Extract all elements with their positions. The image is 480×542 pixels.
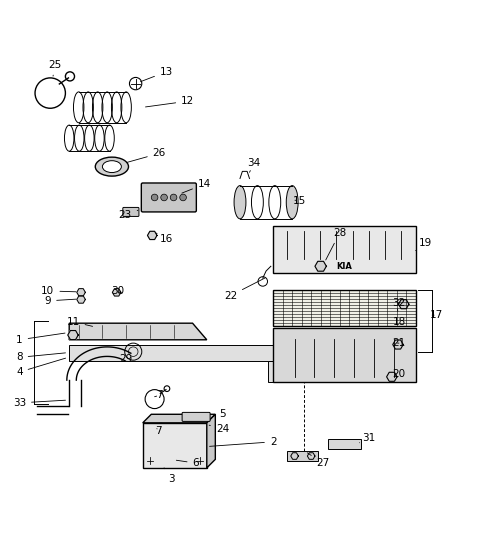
Circle shape [65,72,74,81]
FancyBboxPatch shape [123,208,139,216]
Polygon shape [288,451,318,461]
Circle shape [180,194,186,201]
Text: 22: 22 [224,278,265,301]
Text: 27: 27 [307,453,330,468]
Polygon shape [207,414,216,468]
Text: 25: 25 [48,60,61,76]
Text: 4: 4 [16,358,66,377]
Text: 13: 13 [141,67,173,82]
Ellipse shape [286,185,298,219]
Polygon shape [77,296,85,303]
Text: 32: 32 [392,298,406,308]
Circle shape [151,194,158,201]
Polygon shape [398,300,409,309]
Ellipse shape [96,157,129,176]
Text: 34: 34 [248,158,261,172]
Text: 23: 23 [119,210,138,220]
FancyBboxPatch shape [141,183,196,212]
Text: 15: 15 [293,196,306,206]
Text: 21: 21 [392,338,406,348]
Polygon shape [143,423,207,468]
Text: 30: 30 [111,286,124,296]
Text: 1: 1 [16,333,65,345]
Text: 2: 2 [210,437,276,447]
Text: 29: 29 [120,350,133,364]
Polygon shape [273,226,416,273]
Text: 7: 7 [155,427,162,436]
Text: 14: 14 [182,179,211,193]
Ellipse shape [234,185,246,219]
Polygon shape [328,440,361,449]
Polygon shape [393,340,403,349]
Circle shape [164,386,170,391]
Text: 18: 18 [392,309,406,327]
Text: 5: 5 [213,409,226,420]
Polygon shape [273,290,416,326]
Polygon shape [273,328,416,383]
Circle shape [161,194,168,201]
Text: 20: 20 [392,369,406,379]
Text: 16: 16 [156,233,173,244]
Text: 6: 6 [176,458,199,468]
Text: 31: 31 [360,433,376,443]
Circle shape [163,416,168,421]
Polygon shape [147,231,157,240]
Text: 10: 10 [41,286,76,296]
Polygon shape [77,289,85,296]
Polygon shape [68,331,78,340]
Polygon shape [112,289,121,296]
Polygon shape [268,361,297,383]
Text: 12: 12 [145,96,194,107]
Text: 11: 11 [66,317,93,327]
Polygon shape [69,345,297,361]
Text: 19: 19 [416,238,432,250]
Text: 33: 33 [13,398,65,408]
FancyBboxPatch shape [182,412,210,421]
Polygon shape [143,414,216,423]
Circle shape [195,456,204,466]
Text: 28: 28 [326,228,346,260]
Polygon shape [69,323,207,340]
Polygon shape [307,453,315,459]
Circle shape [145,456,155,466]
Text: 24: 24 [209,423,229,434]
Text: 9: 9 [45,296,76,306]
Ellipse shape [102,160,121,172]
Polygon shape [315,261,326,271]
Circle shape [130,78,142,90]
Polygon shape [291,453,299,459]
Circle shape [170,194,177,201]
Text: KIA: KIA [336,262,352,271]
Text: 8: 8 [16,352,65,363]
Text: 26: 26 [126,149,166,163]
Text: 17: 17 [430,310,444,320]
Text: 7: 7 [155,390,163,401]
Polygon shape [386,372,397,382]
Text: 3: 3 [164,468,175,484]
